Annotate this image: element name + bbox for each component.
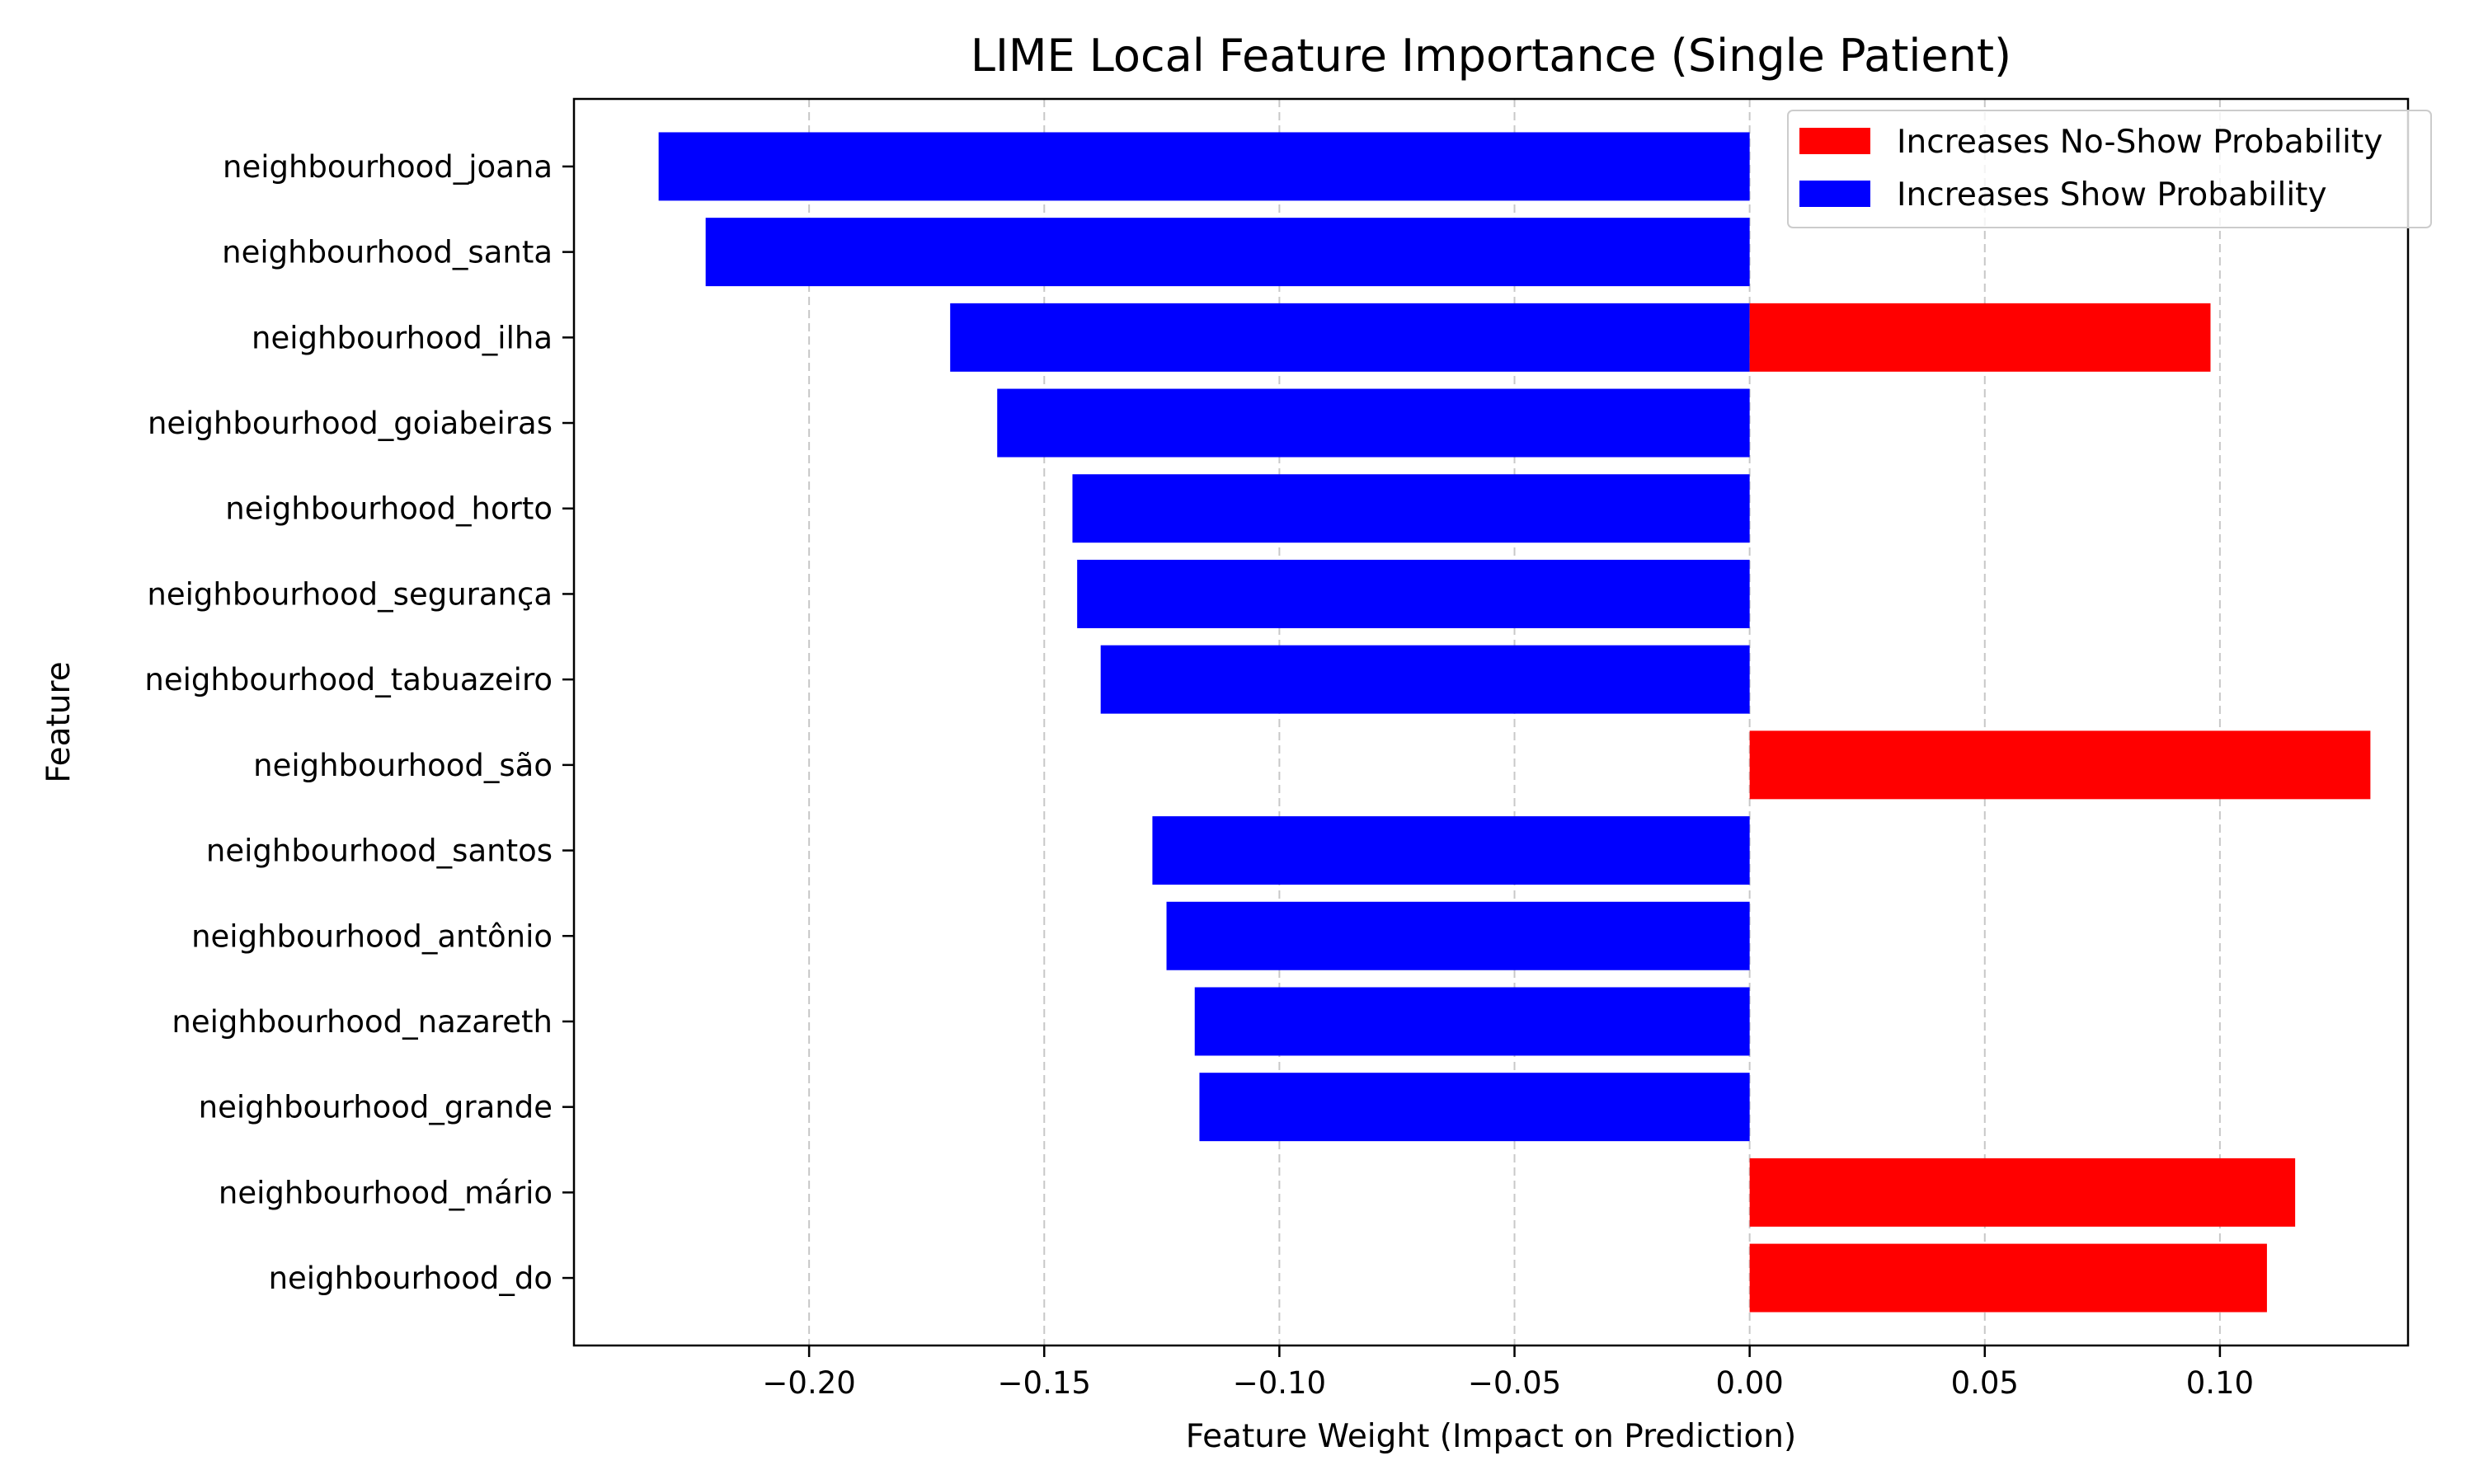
y-tick-label: neighbourhood_são [253, 748, 553, 783]
x-axis-label: Feature Weight (Impact on Prediction) [1186, 1418, 1796, 1455]
bar [1199, 1073, 1750, 1142]
y-tick-label: neighbourhood_mário [219, 1175, 553, 1210]
chart-title: LIME Local Feature Importance (Single Pa… [971, 30, 2011, 82]
x-tick-label: −0.05 [1468, 1365, 1561, 1401]
bar [997, 388, 1750, 458]
bar [705, 218, 1750, 287]
x-tick-label: 0.10 [2186, 1365, 2254, 1401]
x-tick-label: −0.10 [1233, 1365, 1326, 1401]
y-axis-ticks: neighbourhood_joana neighbourhood_santane… [144, 149, 574, 1296]
y-tick-label: neighbourhood_santos [206, 834, 553, 869]
bars [658, 132, 2371, 1313]
y-tick-label: neighbourhood_do [269, 1261, 553, 1296]
bar [1072, 474, 1750, 543]
legend-swatch-show [1799, 181, 1870, 207]
x-tick-label: 0.05 [1951, 1365, 2019, 1401]
y-tick-label: neighbourhood_santa [222, 235, 553, 270]
bar [1152, 816, 1750, 885]
legend-swatch-no-show [1799, 128, 1870, 154]
legend-label-show: Increases Show Probability [1897, 176, 2327, 214]
x-axis-ticks: −0.20 −0.15 −0.10 −0.05 0.00 0.05 0.10 [762, 1345, 2254, 1401]
bar [658, 132, 1750, 201]
bar [1100, 645, 1750, 714]
y-tick-label: neighbourhood_joana [223, 149, 553, 185]
bar [1077, 559, 1750, 628]
bar [1749, 1158, 2296, 1227]
y-tick-label: neighbourhood_antônio [191, 918, 553, 954]
x-tick-label: −0.20 [762, 1365, 855, 1401]
bar [1749, 730, 2371, 800]
y-tick-label: neighbourhood_goiabeiras [148, 406, 553, 441]
bar [1749, 303, 2211, 372]
y-tick-label: neighbourhood_segurança [147, 576, 553, 612]
x-tick-label: 0.00 [1715, 1365, 1783, 1401]
y-axis-label: Feature [40, 661, 78, 782]
axes-frame [572, 97, 2410, 1347]
bar [1194, 987, 1750, 1056]
y-tick-label: neighbourhood_nazareth [172, 1004, 553, 1040]
y-tick-label: neighbourhood_horto [225, 491, 553, 527]
y-tick-label: neighbourhood_ilha [252, 320, 553, 355]
grid [808, 99, 2221, 1345]
bar [950, 303, 1750, 372]
legend: Increases No-Show Probability Increases … [1787, 110, 2432, 228]
bar [1749, 1243, 2267, 1313]
y-tick-label: neighbourhood_grande [199, 1090, 553, 1125]
x-tick-label: −0.15 [998, 1365, 1091, 1401]
legend-box [1787, 110, 2432, 228]
legend-label-no-show: Increases No-Show Probability [1897, 124, 2382, 161]
y-tick-label: neighbourhood_tabuazeiro [144, 662, 553, 697]
bar [1166, 901, 1750, 970]
